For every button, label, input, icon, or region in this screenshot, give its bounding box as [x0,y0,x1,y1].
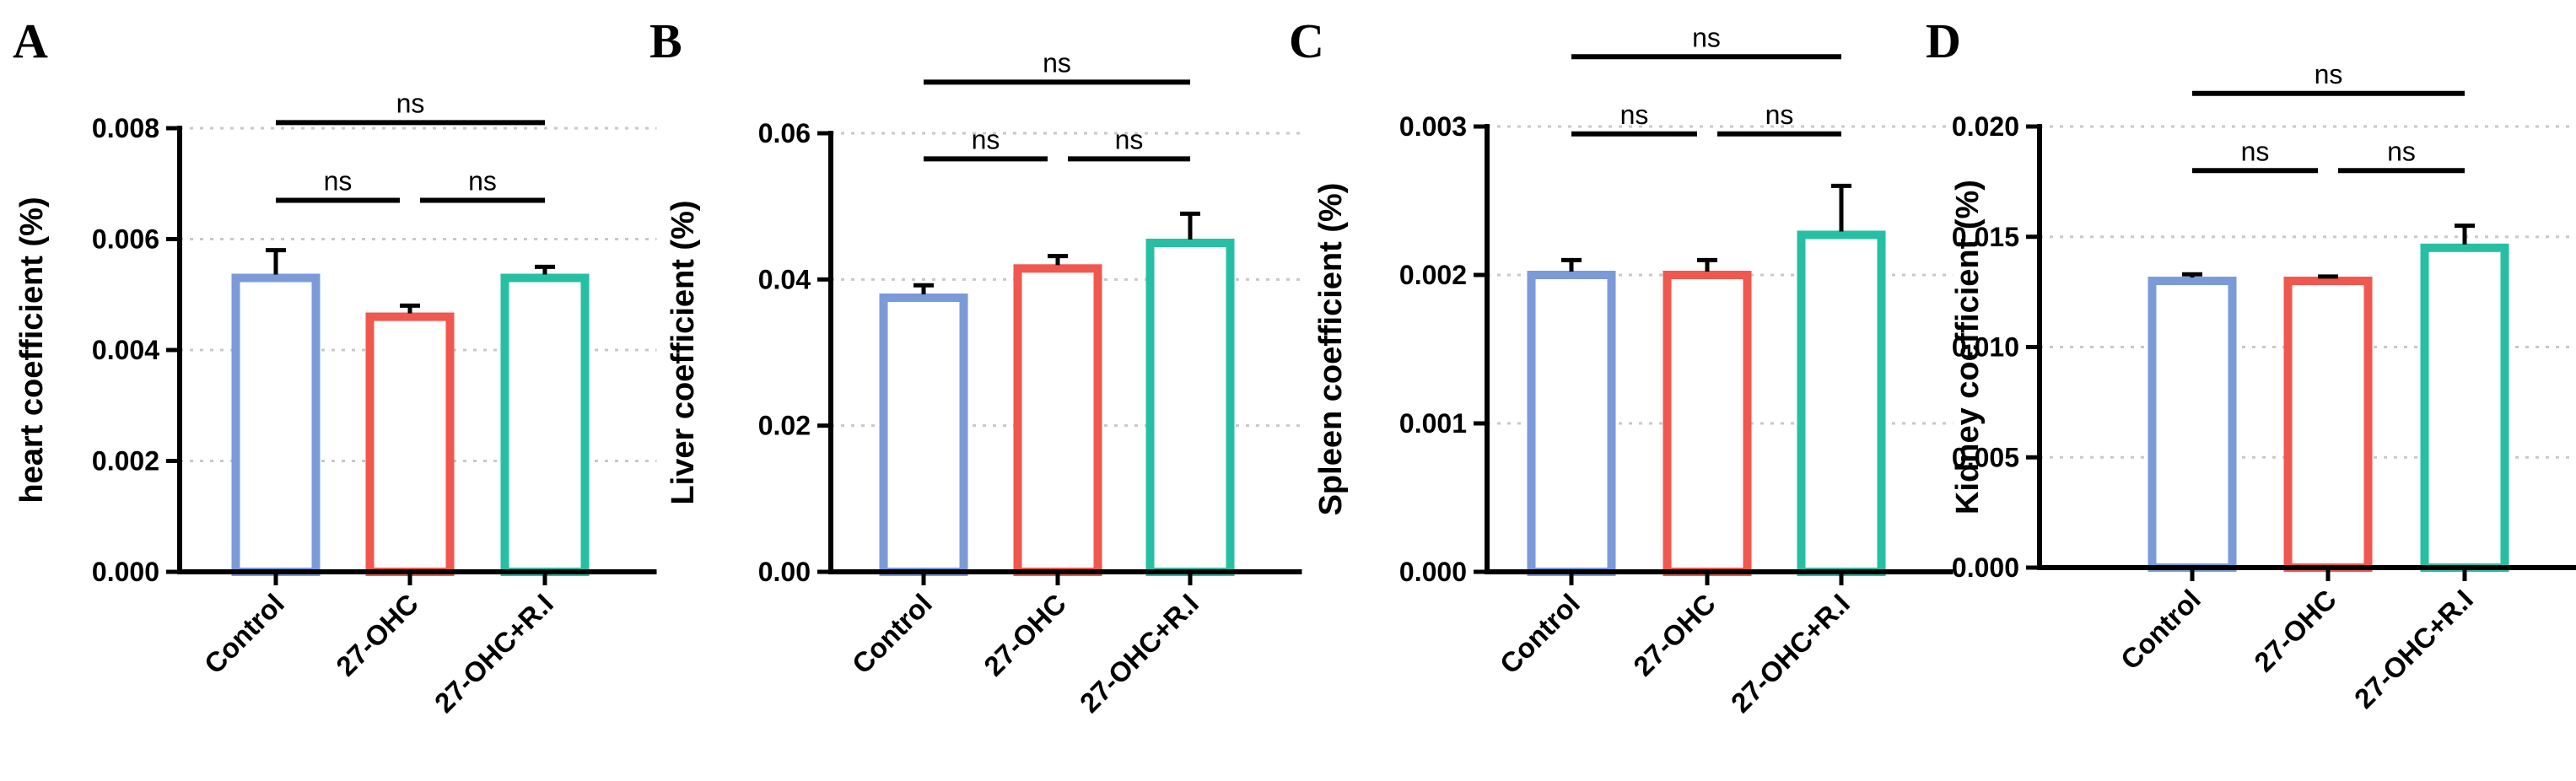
panel-d: D 0.000 0.005 0.010 0.015 0.020 Kidney coeffic… [1926,13,2576,714]
y-tick-label: 0.002 [1399,260,1467,290]
y-tick-label: 0.015 [1952,222,2019,252]
x-tick-label: 27-OHC [2248,584,2342,678]
significance-label: ns [1692,22,1721,52]
x-tick-label: 27-OHC [1627,588,1722,682]
y-tick-label: 0.000 [1399,557,1467,587]
significance-label: ns [1043,47,1071,78]
bar-control [1527,271,1616,576]
y-tick-label: 0.001 [1399,408,1467,439]
y-tick-label: 0.003 [1399,111,1467,142]
y-tick-label: 0.000 [92,557,159,587]
panel-letter: C [1289,13,1324,68]
y-axis-label: Spleen coefficient (%) [1313,183,1349,516]
x-tick-label: Control [1494,588,1586,680]
y-tick-label: 0.02 [758,411,811,441]
bar-27-ohc [1013,264,1102,576]
significance-label: ns [468,165,497,196]
y-tick-label: 0.010 [1952,332,2019,363]
x-tick-label: 27-OHC [330,588,424,682]
panel-letter: D [1926,13,1961,68]
x-tick-label: 27-OHC+R.I [1725,588,1856,719]
significance-label: ns [396,88,425,118]
bar-27-ohc [2283,277,2373,572]
bar-27-ohc-r-i [1797,230,1886,576]
significance-label: ns [1765,100,1794,130]
y-tick-label: 0.000 [1952,552,2019,583]
y-tick-label: 0.008 [92,113,159,143]
bar-27-ohc-r-i [1145,239,1235,576]
bar-27-ohc [365,312,455,576]
significance-label: ns [1115,124,1144,154]
x-tick-label: 27-OHC+R.I [1074,588,1204,719]
panel-a: A 0.000 0.002 0.004 0.006 0.008 heart coeffici… [13,13,657,719]
significance-label: ns [2241,136,2270,166]
x-tick-label: Control [846,588,938,680]
bar-control [2148,277,2237,572]
bar-27-ohc [1663,271,1752,576]
y-axis-label: Liver coefficient (%) [666,200,701,504]
y-tick-label: 0.06 [758,118,811,148]
significance-label: ns [972,124,1000,154]
significance-label: ns [2387,136,2416,166]
y-axis-label: heart coefficient (%) [14,197,50,503]
bar-27-ohc-r-i [2420,243,2509,572]
panel-c: C 0.000 0.001 0.002 0.003 Spleen coefficient … [1289,13,1954,719]
panel-b: B 0.00 0.02 0.04 0.06 Liver coefficient (%) Co… [649,13,1302,719]
y-tick-label: 0.004 [92,335,159,365]
significance-label: ns [324,165,353,196]
x-tick-label: Control [198,588,290,680]
bar-27-ohc-r-i [500,273,590,576]
y-tick-label: 0.006 [92,224,159,255]
bar-control [231,273,321,576]
x-tick-label: 27-OHC+R.I [2348,584,2479,714]
x-tick-label: 27-OHC+R.I [428,588,559,719]
significance-label: ns [1620,100,1649,130]
y-tick-label: 0.002 [92,446,159,477]
y-tick-label: 0.04 [758,264,811,294]
y-tick-label: 0.005 [1952,442,2019,472]
panel-letter: B [649,13,682,68]
y-tick-label: 0.020 [1952,111,2019,142]
bar-control [879,294,968,576]
y-tick-label: 0.00 [758,557,811,587]
panel-letter: A [13,13,48,68]
x-tick-label: 27-OHC [978,588,1072,682]
significance-label: ns [2315,59,2343,89]
x-tick-label: Control [2115,584,2207,676]
y-axis-label: Kidney coefficient (%) [1950,180,1986,514]
